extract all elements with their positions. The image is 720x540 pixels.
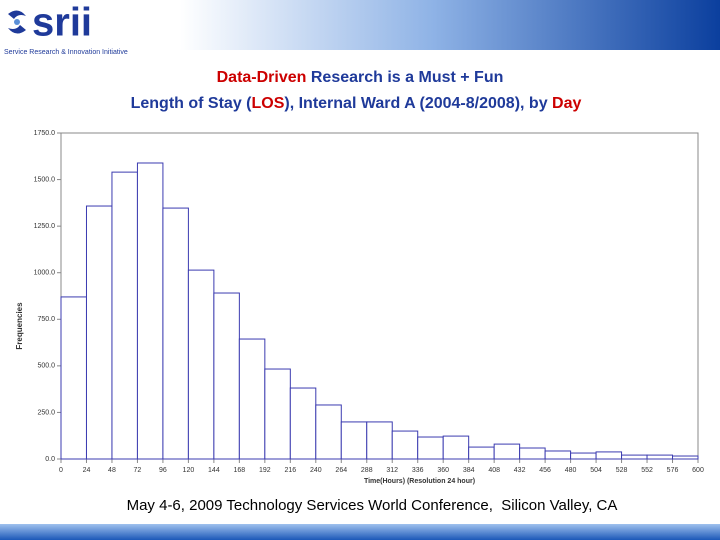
bar bbox=[468, 446, 495, 460]
title-segment: Data-Driven bbox=[217, 69, 307, 86]
y-axis-label: Frequencies bbox=[15, 302, 24, 350]
x-tick-label: 384 bbox=[463, 467, 475, 474]
x-tick-label: 144 bbox=[208, 467, 220, 474]
bar bbox=[519, 447, 546, 460]
y-tick-label: 500.0 bbox=[37, 363, 55, 370]
x-tick-label: 96 bbox=[159, 467, 167, 474]
bar bbox=[621, 454, 648, 460]
x-tick-label: 240 bbox=[310, 467, 322, 474]
x-tick-label: 360 bbox=[437, 467, 449, 474]
title-line: Data-Driven Research is a Must + Fun bbox=[217, 69, 504, 86]
x-tick-label: 48 bbox=[108, 467, 116, 474]
title-segment: Day bbox=[552, 95, 581, 112]
x-tick-label: 480 bbox=[565, 467, 577, 474]
x-tick-label: 264 bbox=[335, 467, 347, 474]
x-tick-label: 408 bbox=[488, 467, 500, 474]
title-line: Length of Stay (LOS), Internal Ward A (2… bbox=[131, 95, 582, 112]
bar bbox=[289, 387, 317, 460]
bar bbox=[646, 454, 674, 460]
x-tick-label: 600 bbox=[692, 467, 704, 474]
bar bbox=[60, 296, 87, 460]
logo-icon bbox=[8, 10, 26, 34]
bar bbox=[187, 269, 215, 460]
bar bbox=[417, 436, 444, 460]
x-tick-label: 0 bbox=[59, 467, 63, 474]
x-tick-label: 504 bbox=[590, 467, 602, 474]
y-tick-label: 0.0 bbox=[45, 456, 55, 463]
bar bbox=[544, 450, 572, 460]
bar bbox=[85, 205, 113, 460]
y-tick-label: 1000.0 bbox=[34, 270, 56, 277]
logo: srii bbox=[32, 1, 92, 45]
bar bbox=[493, 443, 521, 460]
y-tick-label: 250.0 bbox=[37, 409, 55, 416]
y-tick-label: 1250.0 bbox=[34, 223, 56, 230]
x-tick-label: 312 bbox=[386, 467, 398, 474]
bar bbox=[213, 292, 240, 460]
x-tick-label: 72 bbox=[134, 467, 142, 474]
x-tick-label: 456 bbox=[539, 467, 551, 474]
x-tick-label: 432 bbox=[514, 467, 526, 474]
x-tick-label: 24 bbox=[83, 467, 91, 474]
bar bbox=[315, 404, 342, 460]
bar bbox=[264, 368, 291, 460]
bar bbox=[238, 338, 266, 460]
title-segment: ), Internal Ward A (2004-8/2008), by bbox=[284, 95, 552, 112]
bar bbox=[570, 452, 597, 460]
title-segment: Research is a Must + Fun bbox=[306, 69, 503, 86]
bar bbox=[366, 421, 393, 460]
title-segment: Length of Stay ( bbox=[131, 95, 253, 112]
x-tick-label: 168 bbox=[234, 467, 246, 474]
bar bbox=[340, 421, 368, 460]
bar bbox=[595, 451, 623, 460]
footer: May 4-6, 2009 Technology Services World … bbox=[127, 497, 618, 514]
x-tick-label: 216 bbox=[284, 467, 296, 474]
y-tick-label: 1750.0 bbox=[34, 130, 56, 137]
logo-tagline: Service Research & Innovation Initiative bbox=[4, 49, 128, 56]
bar bbox=[162, 207, 189, 460]
x-tick-label: 192 bbox=[259, 467, 271, 474]
x-tick-label: 120 bbox=[183, 467, 195, 474]
bar bbox=[672, 455, 699, 460]
x-tick-label: 528 bbox=[616, 467, 628, 474]
x-tick-label: 552 bbox=[641, 467, 653, 474]
x-tick-label: 288 bbox=[361, 467, 373, 474]
bar bbox=[136, 162, 164, 460]
header-bar bbox=[0, 0, 720, 50]
x-tick-label: 336 bbox=[412, 467, 424, 474]
y-tick-label: 1500.0 bbox=[34, 176, 56, 183]
x-tick-label: 576 bbox=[667, 467, 679, 474]
bar bbox=[111, 171, 138, 460]
x-axis-label: Time(Hours) (Resolution 24 hour) bbox=[364, 478, 475, 485]
y-tick-label: 750.0 bbox=[37, 316, 55, 323]
bar bbox=[391, 430, 419, 460]
footer-bar bbox=[0, 524, 720, 540]
title-segment: LOS bbox=[252, 95, 285, 112]
bar bbox=[442, 435, 470, 460]
